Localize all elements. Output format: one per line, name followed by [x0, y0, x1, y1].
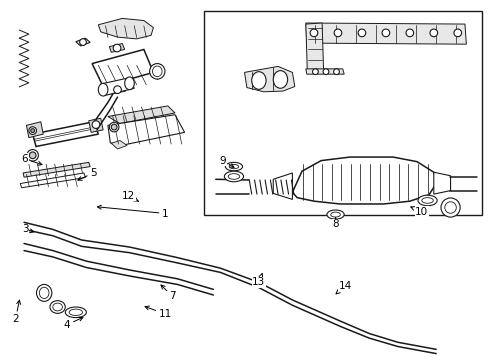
Ellipse shape — [421, 198, 432, 203]
Ellipse shape — [251, 72, 265, 89]
Text: 3: 3 — [21, 224, 34, 234]
Polygon shape — [108, 115, 184, 145]
Text: 5: 5 — [78, 168, 97, 180]
Polygon shape — [273, 173, 292, 199]
Polygon shape — [92, 49, 153, 86]
Polygon shape — [292, 157, 435, 204]
Circle shape — [111, 124, 117, 130]
Circle shape — [29, 127, 37, 134]
Circle shape — [453, 29, 461, 37]
Text: 10: 10 — [410, 207, 427, 217]
Polygon shape — [76, 38, 90, 46]
Circle shape — [333, 69, 339, 75]
Polygon shape — [26, 122, 43, 138]
Circle shape — [323, 69, 328, 75]
Circle shape — [109, 122, 119, 132]
Text: 8: 8 — [331, 218, 338, 229]
Ellipse shape — [149, 64, 164, 79]
Circle shape — [309, 29, 317, 37]
Ellipse shape — [65, 307, 86, 318]
Polygon shape — [433, 172, 449, 194]
Circle shape — [405, 29, 413, 37]
Ellipse shape — [417, 195, 436, 206]
Text: 7: 7 — [161, 285, 176, 301]
Ellipse shape — [53, 303, 62, 311]
Ellipse shape — [228, 174, 239, 179]
Text: 4: 4 — [64, 317, 82, 330]
Ellipse shape — [69, 309, 82, 315]
Polygon shape — [33, 122, 98, 147]
Circle shape — [357, 29, 365, 37]
Circle shape — [113, 86, 121, 94]
Text: 6: 6 — [21, 154, 42, 165]
Ellipse shape — [37, 284, 52, 301]
Circle shape — [444, 202, 455, 213]
Circle shape — [429, 29, 437, 37]
Polygon shape — [305, 23, 323, 71]
Circle shape — [80, 39, 86, 45]
Circle shape — [113, 44, 121, 52]
Polygon shape — [20, 173, 85, 188]
Polygon shape — [89, 118, 103, 132]
Ellipse shape — [224, 171, 243, 182]
Text: 9: 9 — [219, 156, 234, 167]
Text: 12: 12 — [122, 191, 138, 201]
Bar — [203, 11, 481, 215]
Ellipse shape — [326, 210, 344, 219]
Circle shape — [333, 29, 341, 37]
Polygon shape — [98, 18, 153, 39]
Ellipse shape — [152, 66, 162, 77]
Polygon shape — [305, 69, 344, 74]
Ellipse shape — [50, 301, 65, 313]
Ellipse shape — [330, 212, 340, 217]
Polygon shape — [108, 106, 175, 123]
Polygon shape — [111, 140, 127, 149]
Ellipse shape — [273, 71, 287, 88]
Circle shape — [440, 198, 459, 217]
Polygon shape — [305, 23, 466, 44]
Text: 2: 2 — [12, 300, 20, 324]
Polygon shape — [109, 85, 125, 94]
Circle shape — [312, 69, 318, 75]
Ellipse shape — [229, 165, 238, 169]
Text: 14: 14 — [335, 281, 351, 294]
Polygon shape — [244, 66, 294, 92]
Text: 1: 1 — [97, 205, 168, 219]
Ellipse shape — [98, 83, 108, 96]
Polygon shape — [109, 44, 124, 52]
Polygon shape — [101, 78, 134, 95]
Ellipse shape — [124, 77, 134, 90]
Circle shape — [92, 121, 100, 129]
Polygon shape — [23, 162, 90, 177]
Circle shape — [381, 29, 389, 37]
Ellipse shape — [40, 287, 49, 298]
Text: 13: 13 — [252, 274, 265, 287]
Ellipse shape — [225, 162, 242, 171]
Circle shape — [31, 129, 35, 132]
Circle shape — [27, 149, 39, 161]
Text: 11: 11 — [145, 306, 172, 319]
Circle shape — [29, 152, 36, 159]
